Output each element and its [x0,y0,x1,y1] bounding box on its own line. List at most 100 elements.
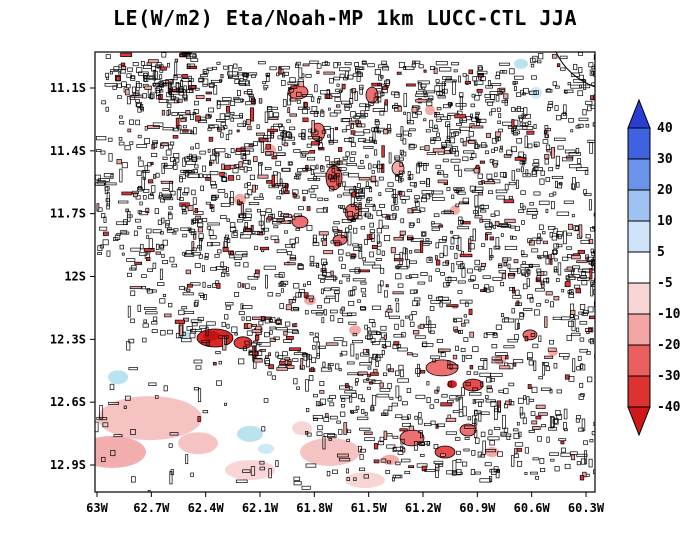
speckle-cell [276,319,282,325]
speckle-cell [178,286,185,290]
speckle-cell [378,192,382,196]
speckle-cell [121,81,127,87]
speckle-cell [465,301,469,307]
speckle-cell [436,132,440,137]
speckle-cell [194,100,199,106]
speckle-cell [472,210,479,214]
speckle-cell [409,182,417,187]
speckle-cell [250,107,255,122]
speckle-cell [499,70,505,74]
speckle-cell [322,361,326,368]
speckle-cell [284,321,291,327]
speckle-cell [377,64,388,69]
speckle-cell [455,103,467,107]
speckle-cell [152,262,157,269]
speckle-cell [365,203,376,207]
speckle-cell [426,381,430,386]
y-tick-label: 12.9S [50,458,86,472]
speckle-cell [479,160,485,164]
speckle-cell [197,120,207,124]
speckle-cell [397,450,404,455]
speckle-cell [186,53,191,59]
speckle-cell [226,71,239,76]
speckle-cell [451,262,455,273]
speckle-cell [457,236,462,251]
speckle-cell [107,137,113,142]
speckle-cell [447,124,451,139]
speckle-cell [118,71,122,75]
speckle-cell [549,339,554,345]
speckle-cell [261,316,265,321]
speckle-cell [593,54,595,60]
speckle-cell [553,228,558,234]
speckle-cell [418,430,423,434]
speckle-cell [514,448,518,455]
speckle-cell [367,327,371,341]
speckle-cell [432,148,445,153]
speckle-cell [462,73,467,77]
speckle-cell [352,278,366,282]
speckle-cell [508,399,512,406]
speckle-cell [517,322,520,329]
speckle-cell [464,319,470,324]
speckle-cell [99,405,104,420]
speckle-cell [253,358,263,363]
speckle-cell [301,485,311,490]
speckle-cell [359,84,364,90]
speckle-cell [303,102,308,108]
speckle-cell [323,309,327,316]
speckle-cell [333,76,341,81]
speckle-cell [436,83,447,87]
speckle-cell [377,164,383,170]
speckle-cell [273,112,280,118]
speckle-cell [136,103,141,108]
speckle-cell [312,344,316,350]
speckle-cell [408,465,415,469]
speckle-cell [408,222,414,228]
speckle-cell [379,338,386,342]
speckle-cell [349,269,361,273]
speckle-cell [509,235,513,240]
speckle-cell [101,100,107,105]
speckle-cell [499,145,503,150]
speckle-cell [103,216,107,223]
speckle-cell [140,106,144,112]
speckle-cell [272,218,285,222]
speckle-cell [499,172,506,178]
speckle-cell [302,63,310,67]
speckle-cell [124,89,130,96]
speckle-cell [175,82,180,89]
speckle-cell [540,280,545,286]
speckle-cell [535,404,546,409]
speckle-cell [305,74,312,78]
speckle-cell [283,142,289,147]
speckle-cell [159,298,166,304]
speckle-cell [442,261,449,266]
y-tick-label: 12.3S [50,332,86,346]
y-tick-label: 12.6S [50,395,86,409]
speckle-cell [515,179,519,189]
speckle-cell [386,460,392,464]
speckle-cell [214,152,220,157]
speckle-cell [540,170,545,176]
speckle-cell [480,289,486,293]
speckle-cell [566,266,573,271]
speckle-cell [489,378,495,382]
speckle-cell [521,220,525,225]
speckle-cell [120,62,126,66]
speckle-cell [290,85,298,89]
speckle-cell [381,213,388,218]
speckle-cell [550,416,555,428]
speckle-cell [484,462,492,467]
speckle-cell [138,160,144,167]
speckle-cell [577,355,582,361]
speckle-cell [385,216,390,220]
speckle-cell [559,353,570,358]
speckle-cell [220,132,224,138]
speckle-cell [259,246,270,251]
speckle-cell [468,238,472,252]
speckle-cell [440,402,453,407]
speckle-cell [501,313,505,318]
speckle-cell [513,433,520,439]
speckle-cell [459,253,473,258]
